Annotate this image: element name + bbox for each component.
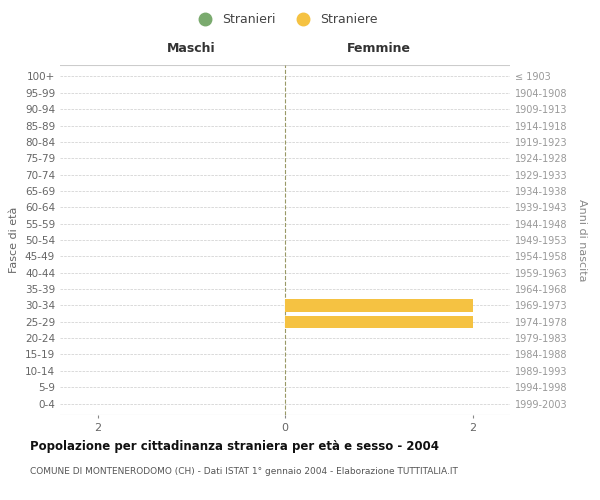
Y-axis label: Fasce di età: Fasce di età bbox=[10, 207, 19, 273]
Bar bbox=[285, 300, 473, 312]
Text: Femmine: Femmine bbox=[347, 42, 411, 55]
Y-axis label: Anni di nascita: Anni di nascita bbox=[577, 198, 587, 281]
Text: Maschi: Maschi bbox=[167, 42, 215, 55]
Bar bbox=[285, 316, 473, 328]
Legend: Stranieri, Straniere: Stranieri, Straniere bbox=[187, 8, 383, 31]
Text: COMUNE DI MONTENERODOMO (CH) - Dati ISTAT 1° gennaio 2004 - Elaborazione TUTTITA: COMUNE DI MONTENERODOMO (CH) - Dati ISTA… bbox=[30, 468, 458, 476]
Text: Popolazione per cittadinanza straniera per età e sesso - 2004: Popolazione per cittadinanza straniera p… bbox=[30, 440, 439, 453]
